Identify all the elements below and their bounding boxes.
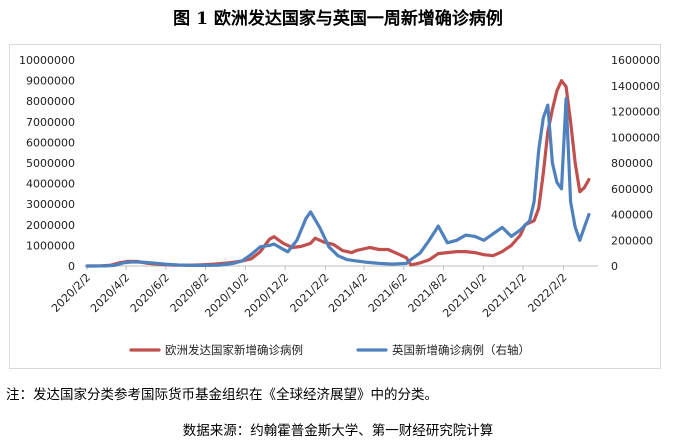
x-tick-label: 2020/2/2 (49, 271, 93, 315)
y-right-tick-label: 400000 (611, 209, 653, 222)
y-left-tick-label: 6000000 (26, 136, 75, 149)
y-left-tick-label: 10000000 (19, 54, 75, 67)
y-left-tick-label: 4000000 (26, 178, 75, 191)
y-right-tick-label: 0 (611, 260, 618, 273)
source-note: 数据来源：约翰霍普金斯大学、第一财经研究院计算 (182, 423, 494, 439)
footnote: 注：发达国家分类参考国际货币基金组织在《全球经济展望》中的分类。 (6, 387, 438, 403)
chart-title: 图 1 欧洲发达国家与英国一周新增确诊病例 (173, 9, 503, 29)
y-left-tick-label: 8000000 (26, 95, 75, 108)
y-left-tick-label: 1000000 (26, 239, 75, 252)
x-tick-label: 2021/4/2 (326, 271, 370, 315)
y-right-tick-label: 1400000 (611, 80, 660, 93)
series-line-uk (85, 97, 591, 268)
y-left-tick-label: 5000000 (26, 157, 75, 170)
x-tick-label: 2022/2/2 (525, 271, 569, 315)
y-right-tick-label: 200000 (611, 234, 653, 247)
y-left-tick-label: 0 (68, 260, 75, 273)
x-tick-label: 2021/2/2 (288, 271, 332, 315)
x-tick-label: 2020/6/2 (128, 271, 172, 315)
x-tick-label: 2020/4/2 (88, 271, 132, 315)
chart-frame (9, 44, 661, 369)
x-tick-label: 2021/6/2 (366, 271, 410, 315)
y-right-tick-label: 800000 (611, 157, 653, 170)
y-left-tick-label: 9000000 (26, 75, 75, 88)
y-left-tick-label: 2000000 (26, 219, 75, 232)
series-line-europe (85, 79, 591, 268)
y-right-tick-label: 1600000 (611, 54, 660, 67)
y-left-tick-label: 7000000 (26, 116, 75, 129)
y-right-tick-label: 600000 (611, 183, 653, 196)
legend-label: 欧洲发达国家新增确诊病例 (165, 343, 303, 357)
y-right-tick-label: 1200000 (611, 106, 660, 119)
y-right-tick-label: 1000000 (611, 131, 660, 144)
legend-label: 英国新增确诊病例（右轴） (392, 343, 530, 357)
y-left-tick-label: 3000000 (26, 198, 75, 211)
